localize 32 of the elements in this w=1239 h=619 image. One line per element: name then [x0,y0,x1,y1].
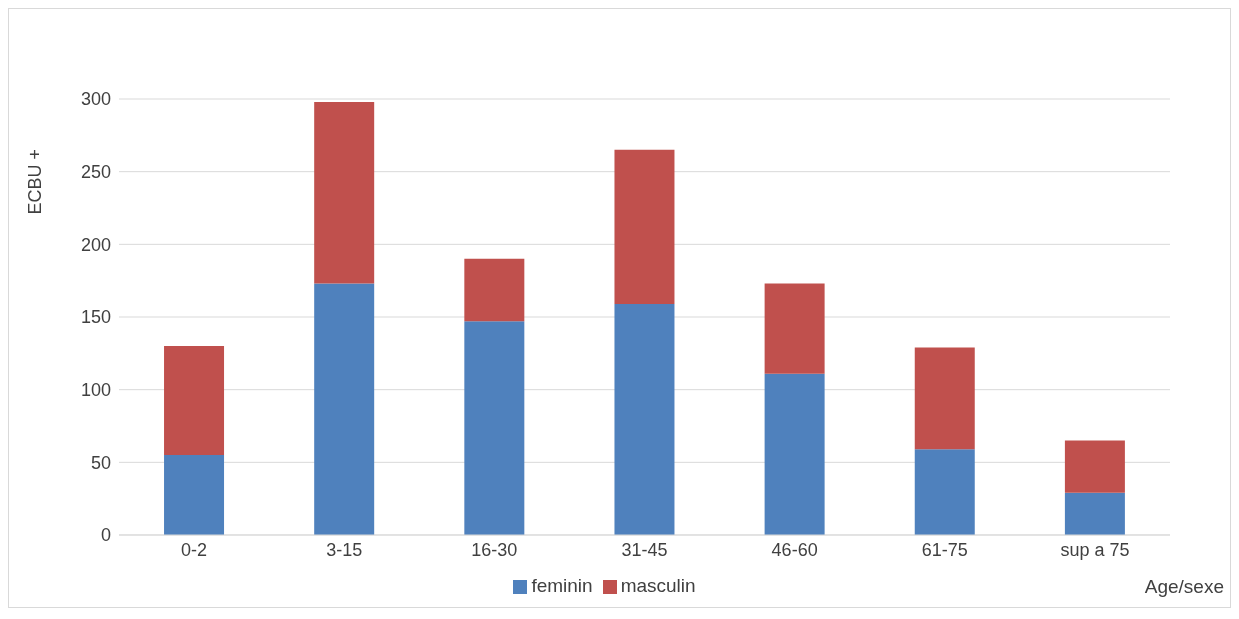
x-tick-label: 46-60 [771,539,818,560]
x-tick-label: 31-45 [621,539,668,560]
bar [614,149,675,304]
y-tick-label: 250 [80,162,111,183]
bar [1064,492,1125,535]
bar [764,373,825,535]
bar [914,449,975,535]
bar [464,321,525,535]
bar [314,101,375,284]
legend-label: masculin [620,575,696,596]
y-axis-title: ECBU + [25,149,46,215]
legend-label: feminin [531,575,593,596]
x-tick-label: 0-2 [181,539,208,560]
x-tick-label: 61-75 [921,539,968,560]
bar [464,258,525,322]
y-tick-label: 50 [90,452,111,473]
bar [914,347,975,450]
bar [614,303,675,535]
y-tick-label: 300 [80,89,111,110]
bar [314,283,375,535]
x-tick-label: 3-15 [326,539,363,560]
x-tick-label: sup a 75 [1060,539,1130,560]
bar [164,346,225,456]
y-tick-label: 200 [80,234,111,255]
bar [164,455,225,535]
bar [1064,440,1125,493]
bar [764,283,825,374]
y-tick-label: 0 [100,525,111,546]
y-tick-label: 150 [80,307,111,328]
y-tick-label: 100 [80,380,111,401]
x-tick-label: 16-30 [471,539,518,560]
x-axis-title: Age/sexe [1144,576,1224,598]
